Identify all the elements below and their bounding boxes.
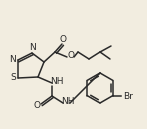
Text: NH: NH [61, 98, 75, 107]
Text: N: N [30, 43, 36, 53]
Text: NH: NH [50, 78, 64, 87]
Text: O: O [34, 100, 41, 110]
Text: N: N [10, 55, 16, 64]
Text: Br: Br [123, 92, 133, 101]
Text: S: S [10, 74, 16, 83]
Text: O: O [67, 51, 75, 61]
Text: O: O [60, 35, 66, 45]
